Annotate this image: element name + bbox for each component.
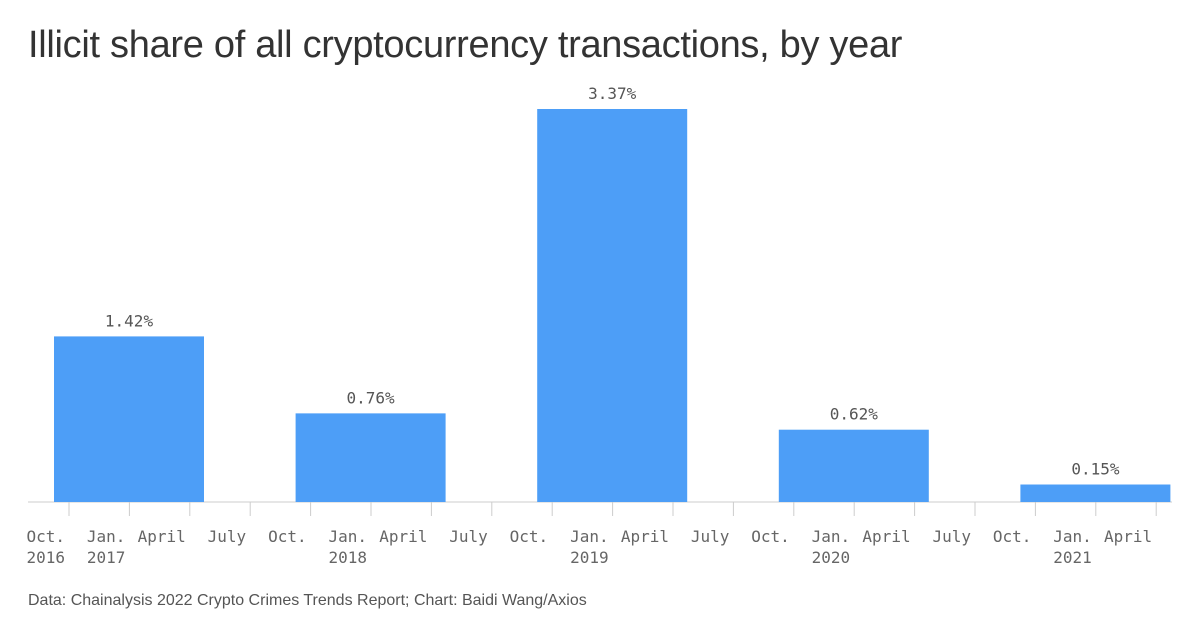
x-tick-label: July <box>691 527 730 546</box>
bar-value-label: 1.42% <box>105 311 154 330</box>
x-tick-year-label: 2020 <box>812 548 851 567</box>
bar-2019 <box>537 109 688 502</box>
bar-2021 <box>1020 484 1171 502</box>
x-tick-label: Jan. <box>328 527 367 546</box>
x-tick-label: July <box>208 527 247 546</box>
x-tick-label: April <box>621 527 669 546</box>
bar-2018 <box>295 413 446 502</box>
x-tick-label: Jan. <box>812 527 851 546</box>
x-tick-label: Jan. <box>1053 527 1092 546</box>
x-tick-label: Oct. <box>510 527 549 546</box>
source-note: Data: Chainalysis 2022 Crypto Crimes Tre… <box>28 592 587 609</box>
bar-value-label: 0.15% <box>1071 460 1120 479</box>
x-tick-label: April <box>379 527 427 546</box>
bar-2017 <box>54 336 204 502</box>
x-tick-label: Jan. <box>570 527 609 546</box>
x-tick-label: Jan. <box>87 527 126 546</box>
bar-value-label: 3.37% <box>588 84 637 103</box>
bar-value-label: 0.76% <box>347 388 396 407</box>
x-tick-year-label: 2021 <box>1053 548 1092 567</box>
x-tick-label: Oct. <box>26 527 65 546</box>
x-tick-year-label: 2018 <box>328 548 367 567</box>
chart-title: Illicit share of all cryptocurrency tran… <box>28 24 903 66</box>
x-tick-label: April <box>1104 527 1152 546</box>
x-tick-label: Oct. <box>751 527 790 546</box>
x-tick-label: April <box>138 527 186 546</box>
bar-2020 <box>778 429 929 502</box>
x-tick-year-label: 2016 <box>26 548 65 567</box>
x-tick-year-label: 2017 <box>87 548 126 567</box>
x-tick-label: April <box>862 527 910 546</box>
bar-value-label: 0.62% <box>830 405 879 424</box>
x-tick-label: July <box>932 527 971 546</box>
x-tick-label: Oct. <box>993 527 1032 546</box>
x-tick-label: Oct. <box>268 527 307 546</box>
x-tick-year-label: 2019 <box>570 548 609 567</box>
x-tick-label: July <box>449 527 488 546</box>
